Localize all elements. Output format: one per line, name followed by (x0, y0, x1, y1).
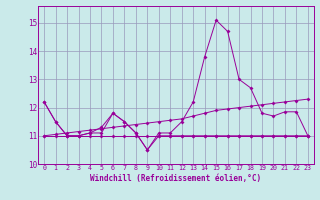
X-axis label: Windchill (Refroidissement éolien,°C): Windchill (Refroidissement éolien,°C) (91, 174, 261, 183)
